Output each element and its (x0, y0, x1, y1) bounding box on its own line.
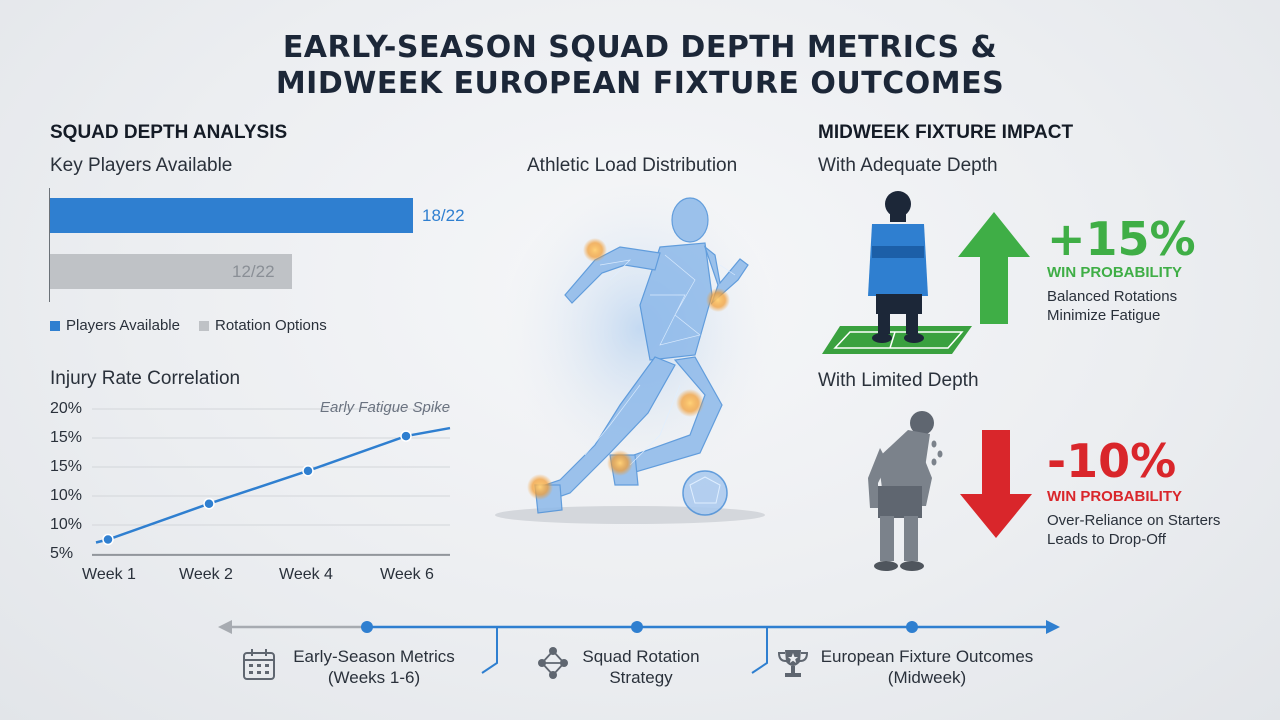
title-line-1: EARLY-SEASON SQUAD DEPTH METRICS & (282, 30, 998, 65)
timeline-label-european-line1: European Fixture Outcomes (820, 647, 1034, 666)
timeline-label-rotation-line1: Squad Rotation (582, 647, 700, 666)
bar-axis (49, 188, 50, 302)
xtick-week-6: Week 6 (380, 566, 434, 583)
timeline-connector-1 (481, 627, 498, 674)
timeline-label-early-season-line2: (Weeks 1-6) (327, 668, 421, 687)
player-standing-icon (822, 191, 972, 354)
adequate-desc-1: Balanced Rotations (1047, 288, 1178, 305)
trophy-icon (777, 650, 809, 677)
timeline-label-early-season: Early-Season Metrics (Weeks 1-6) (286, 646, 462, 688)
xtick-week-1: Week 1 (82, 566, 136, 583)
legend-swatch-gray (199, 320, 209, 331)
timeline-label-rotation-line2: Strategy (609, 668, 673, 687)
key-players-label: Key Players Available (50, 155, 233, 176)
legend-label-rotation: Rotation Options (215, 317, 327, 334)
injury-point-3 (302, 465, 314, 477)
timeline-label-european: European Fixture Outcomes (Midweek) (812, 646, 1042, 688)
ytick-label: 20% (50, 400, 83, 417)
adequate-depth-label: With Adequate Depth (818, 155, 998, 176)
xtick-week-4: Week 4 (279, 566, 333, 583)
timeline-arrow-left (218, 620, 232, 634)
limited-desc-2: Leads to Drop-Off (1047, 531, 1166, 548)
bar-players-available (50, 198, 413, 233)
timeline-node-3 (906, 621, 918, 633)
calendar-icon (243, 649, 275, 680)
legend-label-players: Players Available (66, 317, 180, 334)
bar-rotation-options (50, 254, 292, 289)
adequate-pct: +15% (1047, 212, 1196, 266)
timeline-node-2 (631, 621, 643, 633)
timeline-node-1 (361, 621, 373, 633)
injury-point-2 (203, 497, 215, 510)
injury-point-4 (400, 430, 412, 442)
adequate-win-probability: WIN PROBABILITY (1047, 264, 1182, 281)
squad-depth-heading: SQUAD DEPTH ANALYSIS (50, 122, 288, 143)
down-arrow-icon (960, 430, 1032, 538)
injury-point-1 (102, 533, 114, 546)
timeline-label-rotation: Squad Rotation Strategy (572, 646, 710, 688)
fatigue-spike-annotation: Early Fatigue Spike (320, 399, 451, 416)
timeline-arrow-right (1046, 620, 1060, 634)
ytick-label: 10% (50, 516, 83, 533)
bar-rotation-options-label: 12/22 (232, 262, 275, 281)
limited-desc-1: Over-Reliance on Starters (1047, 512, 1221, 529)
main-title: EARLY-SEASON SQUAD DEPTH METRICS & MIDWE… (0, 30, 1280, 102)
adequate-desc-2: Minimize Fatigue (1047, 307, 1161, 324)
legend-swatch-blue (50, 320, 60, 331)
athlete-figure (495, 185, 780, 524)
limited-pct: -10% (1047, 434, 1177, 488)
timeline-label-european-line2: (Midweek) (887, 668, 967, 687)
tired-player-icon (868, 411, 943, 571)
legend-rotation-options: Rotation Options (199, 317, 327, 334)
ytick-label: 15% (50, 429, 83, 446)
fixture-impact-heading: MIDWEEK FIXTURE IMPACT (818, 122, 1074, 143)
legend-players-available: Players Available (50, 317, 180, 334)
timeline-label-early-season-line1: Early-Season Metrics (293, 647, 455, 666)
title-line-2: MIDWEEK EUROPEAN FIXTURE OUTCOMES (275, 66, 1005, 101)
limited-win-probability: WIN PROBABILITY (1047, 488, 1182, 505)
limited-depth-label: With Limited Depth (818, 370, 979, 391)
timeline-connector-2 (751, 627, 768, 674)
ytick-label: 15% (50, 458, 83, 475)
injury-heading: Injury Rate Correlation (50, 368, 241, 389)
athletic-load-heading: Athletic Load Distribution (527, 155, 738, 176)
bar-players-available-label: 18/22 (422, 206, 465, 225)
up-arrow-icon (958, 212, 1030, 324)
network-icon (538, 647, 568, 679)
xtick-week-2: Week 2 (179, 566, 233, 583)
ytick-label: 5% (50, 545, 74, 562)
ytick-label: 10% (50, 487, 83, 504)
